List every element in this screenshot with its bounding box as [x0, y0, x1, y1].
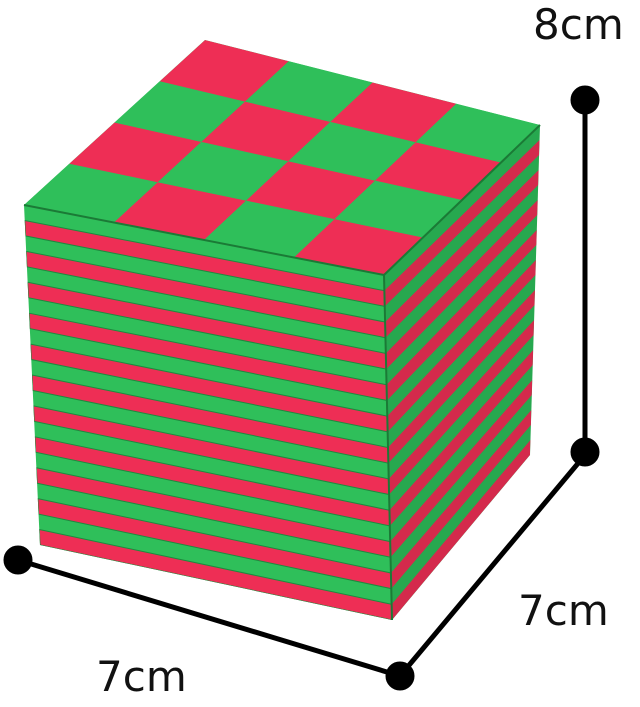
- width-line: [17, 557, 401, 679]
- right-layer-stripe: [390, 380, 533, 558]
- top-tile: [24, 163, 158, 223]
- top-tile: [375, 142, 501, 200]
- dimension-dot-icon: [570, 437, 600, 467]
- top-tile: [288, 121, 416, 181]
- right-layer-stripe: [388, 320, 535, 495]
- right-layer-stripe: [387, 260, 536, 432]
- cube-front-face: [24, 205, 392, 620]
- width-label: 7cm: [96, 652, 187, 701]
- top-tile: [334, 180, 462, 238]
- top-tile: [246, 161, 376, 220]
- depth-label: 7cm: [518, 586, 609, 635]
- top-tile: [159, 40, 289, 102]
- height-label: 8cm: [533, 0, 624, 49]
- right-layer-stripe: [391, 440, 531, 620]
- depth-line: [398, 453, 587, 678]
- top-tile: [245, 61, 373, 122]
- dimension-dot-icon: [385, 661, 415, 691]
- top-tile: [201, 101, 331, 162]
- dimension-lines: [3, 85, 600, 691]
- right-layer-stripe: [385, 170, 539, 338]
- top-tile: [114, 81, 246, 142]
- top-tile: [204, 200, 335, 258]
- right-layer-stripe: [386, 230, 537, 401]
- top-tile: [415, 103, 540, 163]
- cube-edge: [383, 274, 393, 621]
- right-layer-stripe: [390, 410, 532, 589]
- right-layer-stripe: [384, 140, 540, 307]
- right-layer-stripe: [388, 290, 535, 464]
- dimension-dot-icon: [3, 545, 33, 575]
- right-layer-stripe: [385, 200, 538, 370]
- top-tile: [114, 182, 247, 240]
- top-tile: [157, 141, 289, 201]
- right-layer-stripe: [389, 350, 534, 526]
- dimension-dot-icon: [570, 85, 600, 115]
- top-tile: [294, 219, 423, 275]
- top-tile: [330, 82, 457, 143]
- top-tile: [69, 122, 202, 183]
